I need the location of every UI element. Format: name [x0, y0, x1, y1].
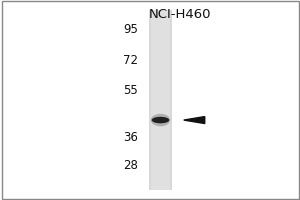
Bar — [151, 10, 170, 190]
Ellipse shape — [152, 117, 169, 123]
Polygon shape — [184, 117, 205, 124]
FancyBboxPatch shape — [2, 1, 298, 199]
Text: 36: 36 — [123, 131, 138, 144]
Text: 55: 55 — [123, 84, 138, 97]
Text: 95: 95 — [123, 23, 138, 36]
Text: NCI-H460: NCI-H460 — [149, 8, 211, 21]
Text: 28: 28 — [123, 159, 138, 172]
Text: 72: 72 — [123, 54, 138, 67]
Ellipse shape — [151, 114, 170, 126]
Bar — [149, 10, 172, 190]
